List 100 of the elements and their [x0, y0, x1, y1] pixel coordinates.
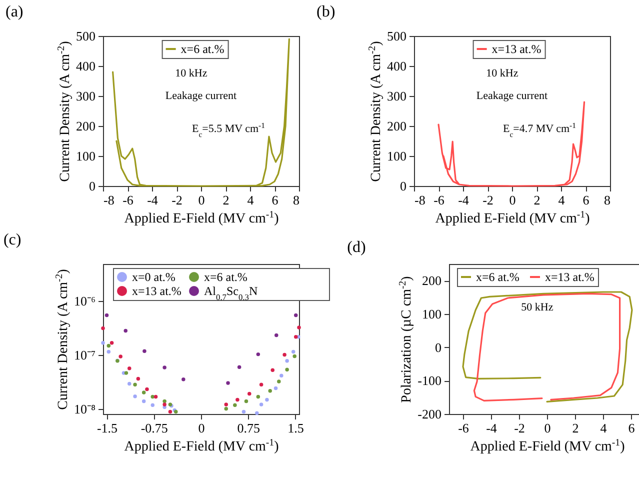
x-tick-label: 6 — [582, 192, 590, 208]
y-tick-label: -100 — [418, 373, 442, 388]
point — [226, 381, 230, 385]
point — [280, 374, 284, 378]
x-tick-label: 6 — [272, 192, 279, 208]
point — [124, 371, 128, 375]
point — [259, 382, 264, 386]
point — [110, 341, 114, 345]
line-series — [462, 291, 633, 402]
point — [162, 399, 166, 404]
point — [133, 394, 137, 398]
point — [150, 394, 154, 399]
y-tick-label: 400 — [76, 58, 96, 74]
x-tick-label: 4 — [558, 192, 566, 208]
point — [224, 406, 228, 411]
x-tick-label: -4 — [458, 192, 470, 208]
x-tick-label: 6 — [628, 420, 636, 436]
x-tick-label: -6 — [122, 192, 134, 208]
point — [282, 352, 286, 357]
point — [106, 350, 111, 354]
x-tick-label: 8 — [604, 192, 610, 208]
legend-label: x=13 at.% — [132, 284, 182, 298]
point — [154, 394, 158, 399]
point — [256, 352, 260, 356]
legend-label: x=6 at.% — [476, 270, 520, 284]
point — [162, 402, 166, 406]
point — [291, 350, 296, 354]
x-tick-label: 0 — [544, 420, 551, 436]
chart-title: (b) — [316, 3, 336, 20]
point — [128, 366, 132, 370]
y-tick-label: 0 — [400, 178, 406, 194]
point — [101, 341, 105, 345]
y-tick-label: 100 — [76, 148, 96, 164]
point — [104, 313, 109, 318]
legend-label: Al$_{0.7}$Sc$_{0.3}$N — [204, 284, 258, 302]
legend-label: x=6 at.% — [180, 42, 224, 56]
line-series — [112, 38, 290, 187]
point — [124, 328, 128, 333]
point — [128, 382, 132, 386]
point — [268, 388, 272, 393]
x-tick-label: -8 — [104, 192, 114, 208]
y-tick-label: 10⁻⁸ — [74, 401, 96, 416]
point — [150, 403, 154, 407]
point — [101, 326, 105, 330]
x-tick-label: -2 — [172, 192, 182, 208]
x-tick-label: -6 — [434, 192, 445, 208]
annotation: 10 kHz — [175, 68, 208, 80]
point — [168, 410, 172, 414]
y-tick-label: 100 — [387, 148, 406, 164]
point — [256, 394, 260, 399]
x-tick-label: -2 — [482, 192, 494, 208]
x-tick-label: 2 — [534, 192, 540, 208]
point — [142, 390, 146, 394]
y-tick-label: 500 — [76, 28, 96, 44]
y-tick-label: 500 — [387, 28, 406, 44]
y-tick-label: 400 — [387, 58, 406, 74]
y-tick-label: 10⁻⁷ — [74, 347, 96, 362]
x-axis-title: Applied E-Field (MV cm$^{-1}$) — [435, 209, 590, 226]
x-tick-label: -2 — [514, 420, 525, 436]
point — [237, 365, 242, 370]
x-tick-label: 1.5 — [288, 420, 304, 436]
point — [297, 326, 301, 330]
point — [292, 354, 296, 358]
y-tick-label: 200 — [76, 118, 96, 134]
chart-title: (d) — [347, 238, 366, 256]
point — [244, 399, 248, 404]
point — [248, 392, 252, 396]
annotation: E$_{c}$=4.7 MV cm$^{-1}$ — [502, 120, 576, 138]
x-tick-label: 0 — [198, 420, 205, 436]
x-tick-label: -1.5 — [96, 420, 118, 436]
line-series — [438, 101, 586, 187]
point — [274, 386, 278, 390]
y-tick-label: 200 — [387, 118, 406, 134]
point — [277, 380, 281, 384]
annotation: 50 kHz — [521, 302, 554, 314]
point — [259, 402, 264, 406]
point — [255, 411, 259, 416]
legend-label: x=13 at.% — [545, 270, 594, 284]
point — [270, 368, 274, 372]
point — [265, 398, 269, 402]
x-tick-label: 2 — [222, 192, 230, 208]
x-tick-label: 4 — [247, 192, 254, 208]
x-axis-title: Applied E-Field (MV cm$^{-1}$) — [124, 437, 280, 454]
point — [274, 333, 278, 338]
x-tick-label: 2 — [572, 420, 579, 436]
x-tick-label: 0 — [509, 192, 516, 208]
y-tick-label: 0 — [435, 340, 442, 355]
point — [145, 387, 149, 392]
annotation: E$_{c}$=5.5 MV cm$^{-1}$ — [192, 120, 266, 138]
point — [224, 402, 228, 406]
point — [285, 359, 289, 363]
point — [136, 376, 140, 381]
legend-label: x=6 at.% — [204, 270, 248, 284]
y-tick-label: 10⁻⁶ — [74, 293, 96, 308]
point — [118, 354, 122, 358]
annotation: Leakage current — [476, 90, 548, 102]
point — [162, 366, 166, 370]
chart-title: (c) — [3, 231, 22, 248]
y-tick-label: 0 — [89, 178, 96, 194]
point — [242, 410, 246, 414]
